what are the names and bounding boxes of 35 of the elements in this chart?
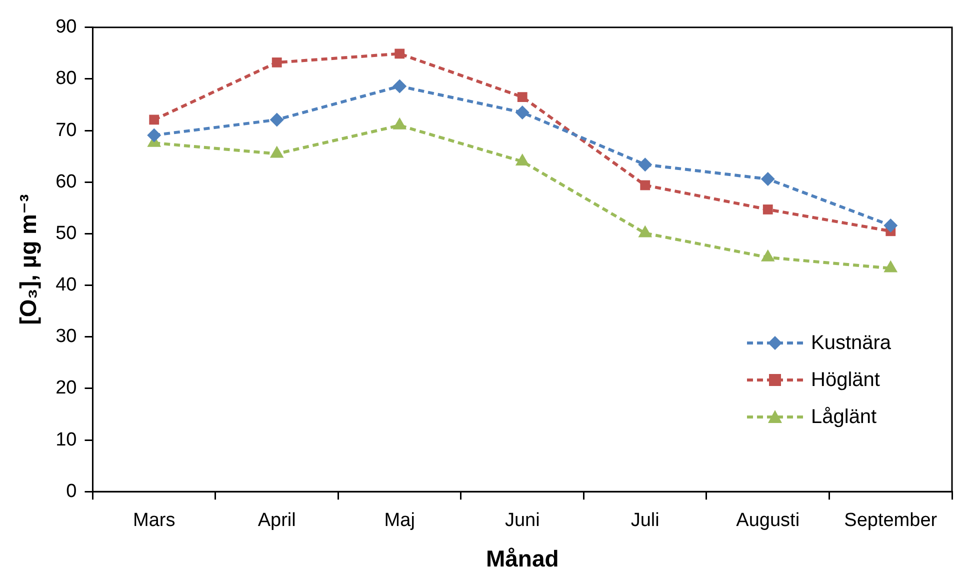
y-tick-label: 20 bbox=[56, 378, 77, 399]
y-tick-label: 50 bbox=[56, 222, 77, 244]
point bbox=[392, 79, 407, 94]
legend-label: Kustnära bbox=[811, 332, 892, 355]
point bbox=[394, 48, 405, 59]
y-tick-label: 0 bbox=[66, 480, 77, 502]
y-tick-label: 60 bbox=[56, 171, 77, 192]
point bbox=[272, 58, 282, 68]
y-tick-label: 10 bbox=[56, 429, 77, 450]
point bbox=[762, 204, 773, 214]
point bbox=[149, 114, 160, 125]
legend-label: Låglänt bbox=[811, 406, 877, 429]
legend-label: Höglänt bbox=[811, 368, 880, 392]
y-tick-label: 30 bbox=[56, 326, 77, 348]
point bbox=[884, 218, 898, 232]
y-tick-label: 80 bbox=[56, 68, 77, 90]
point bbox=[760, 172, 775, 186]
point bbox=[270, 112, 284, 127]
x-tick-label: Juni bbox=[504, 510, 540, 532]
y-tick-label: 70 bbox=[56, 120, 77, 141]
point bbox=[147, 128, 162, 142]
x-tick-label: Augusti bbox=[736, 510, 800, 532]
x-tick-label: September bbox=[844, 510, 938, 532]
x-tick-label: Mars bbox=[132, 510, 176, 532]
y-tick-label: 90 bbox=[56, 16, 77, 38]
x-axis-title: Månad bbox=[486, 546, 559, 572]
y-axis-title: [O₃], µg m⁻³ bbox=[15, 194, 42, 325]
point bbox=[640, 180, 650, 190]
x-tick-label: Juli bbox=[630, 510, 660, 532]
x-tick-label: Maj bbox=[384, 510, 415, 532]
x-tick-label: April bbox=[258, 510, 296, 532]
point bbox=[638, 158, 652, 172]
point bbox=[517, 92, 528, 102]
y-tick-label: 40 bbox=[56, 274, 77, 296]
point bbox=[515, 106, 530, 120]
